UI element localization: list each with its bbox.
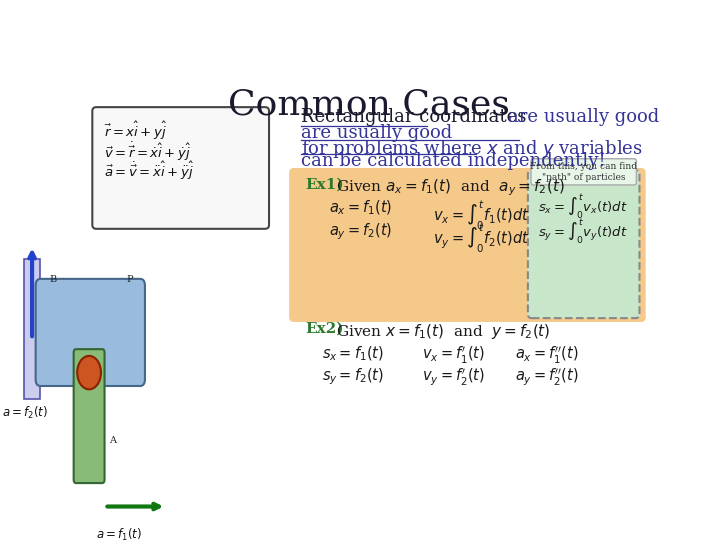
Text: A: A [109, 436, 117, 445]
FancyBboxPatch shape [289, 168, 646, 322]
Text: $\vec{v} = \dot{\vec{r}} = \dot{x}\hat{i} + \dot{y}\hat{j}$: $\vec{v} = \dot{\vec{r}} = \dot{x}\hat{i… [104, 140, 192, 163]
Text: Common Cases: Common Cases [228, 88, 510, 122]
Text: $v_x = \int_0^t f_1(t)dt$: $v_x = \int_0^t f_1(t)dt$ [433, 199, 529, 232]
Circle shape [77, 356, 101, 389]
Text: for problems where $x$ and $y$ variables: for problems where $x$ and $y$ variables [301, 138, 643, 160]
FancyBboxPatch shape [528, 170, 639, 318]
Text: B: B [50, 275, 57, 284]
Text: From this, you can find
"path" of particles: From this, you can find "path" of partic… [530, 162, 637, 181]
Text: $s_y = f_2(t)$: $s_y = f_2(t)$ [323, 367, 384, 387]
Text: $s_y = \int_0^t v_y(t)dt$: $s_y = \int_0^t v_y(t)dt$ [538, 217, 628, 246]
FancyBboxPatch shape [531, 159, 636, 185]
Text: Given $x = f_1(t)$  and  $y = f_2(t)$: Given $x = f_1(t)$ and $y = f_2(t)$ [336, 322, 551, 341]
Text: are usually good: are usually good [301, 108, 659, 126]
Text: $a = f_2(t)$: $a = f_2(t)$ [2, 404, 48, 421]
Text: are usually good: are usually good [301, 124, 452, 142]
FancyBboxPatch shape [73, 349, 104, 483]
Text: $\vec{r} = x\hat{i} + y\hat{j}$: $\vec{r} = x\hat{i} + y\hat{j}$ [104, 120, 167, 143]
Bar [24, 259, 40, 400]
Text: can be calculated independently!: can be calculated independently! [301, 152, 606, 170]
Text: Rectangular coordinates: Rectangular coordinates [301, 108, 526, 126]
Text: $a = f_1(t)$: $a = f_1(t)$ [96, 526, 142, 540]
Text: $a_x = f_1(t)$: $a_x = f_1(t)$ [329, 199, 392, 217]
Text: $a_y = f_2(t)$: $a_y = f_2(t)$ [329, 222, 392, 242]
Text: $a_y = f_2^{\prime\prime}(t)$: $a_y = f_2^{\prime\prime}(t)$ [515, 367, 578, 388]
Text: $s_x = f_1(t)$: $s_x = f_1(t)$ [323, 345, 384, 363]
Text: $s_x = \int_0^t v_x(t)dt$: $s_x = \int_0^t v_x(t)dt$ [538, 193, 628, 221]
Text: $v_y = \int_0^t f_2(t)dt$: $v_y = \int_0^t f_2(t)dt$ [433, 222, 529, 255]
Text: P: P [126, 275, 132, 284]
Text: Given $a_x = f_1(t)$  and  $a_y = f_2(t)$: Given $a_x = f_1(t)$ and $a_y = f_2(t)$ [336, 177, 565, 198]
Text: Ex1): Ex1) [305, 177, 344, 191]
Text: $v_x = f_1^{\prime}(t)$: $v_x = f_1^{\prime}(t)$ [422, 345, 485, 366]
Text: $a_x = f_1^{\prime\prime}(t)$: $a_x = f_1^{\prime\prime}(t)$ [515, 345, 578, 366]
Text: $\vec{a} = \dot{\vec{v}} = \ddot{x}\hat{i} + \ddot{y}\hat{j}$: $\vec{a} = \dot{\vec{v}} = \ddot{x}\hat{… [104, 160, 194, 183]
Text: $v_y = f_2^{\prime}(t)$: $v_y = f_2^{\prime}(t)$ [422, 367, 485, 388]
Text: Ex2): Ex2) [305, 322, 344, 336]
FancyBboxPatch shape [36, 279, 145, 386]
FancyBboxPatch shape [92, 107, 269, 229]
